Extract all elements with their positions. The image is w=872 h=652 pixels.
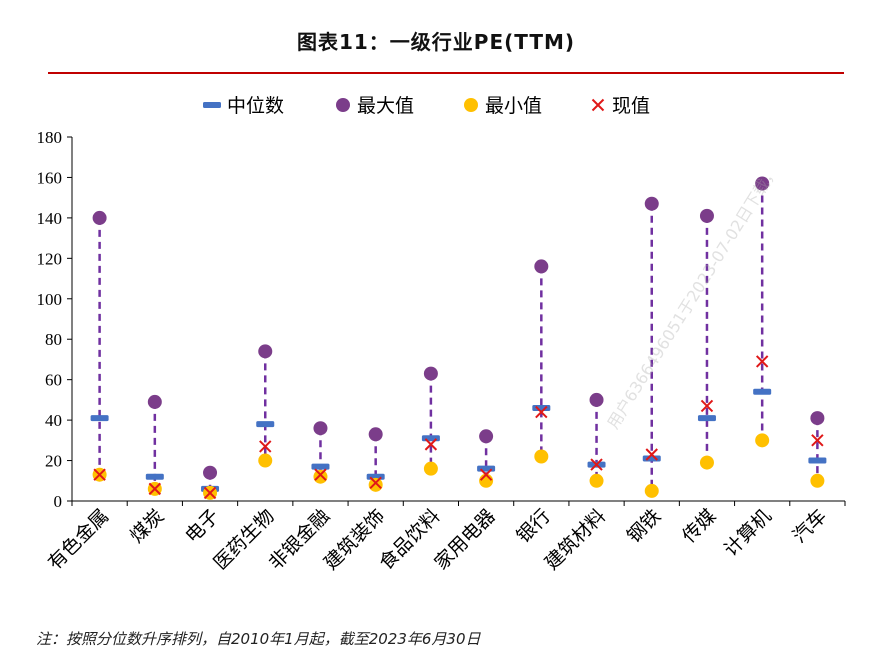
median-marker <box>90 415 109 422</box>
max-marker <box>479 429 494 444</box>
x-tick-label: 电子 <box>181 505 223 547</box>
median-marker <box>311 463 330 470</box>
current-marker <box>479 468 493 481</box>
current-marker <box>259 440 272 453</box>
current-marker <box>535 405 548 419</box>
legend-label: 最小值 <box>485 95 542 117</box>
max-marker <box>810 411 825 426</box>
title-divider <box>48 72 844 74</box>
median-marker <box>256 421 275 428</box>
max-marker <box>313 421 328 436</box>
y-tick-label: 20 <box>45 452 62 471</box>
max-marker <box>147 394 162 409</box>
max-marker <box>534 259 549 274</box>
max-marker <box>644 196 659 211</box>
min-marker <box>534 449 549 464</box>
max-marker <box>755 176 770 191</box>
min-marker <box>258 453 273 468</box>
median-marker <box>753 388 772 395</box>
max-marker <box>258 344 273 359</box>
min-marker <box>423 461 438 476</box>
current-marker <box>645 448 658 461</box>
y-tick-label: 140 <box>37 209 63 228</box>
max-marker <box>368 427 383 442</box>
legend-min-marker <box>464 98 478 112</box>
x-tick-label: 银行 <box>512 505 554 547</box>
x-tick-label: 非银金融 <box>265 505 334 574</box>
x-tick-label: 煤炭 <box>126 505 168 547</box>
x-tick-label: 建筑装饰 <box>320 505 389 574</box>
max-marker <box>423 366 438 381</box>
current-marker <box>369 476 382 490</box>
min-marker <box>313 469 328 484</box>
min-marker <box>810 473 825 488</box>
min-marker <box>699 455 714 470</box>
y-tick-label: 40 <box>45 411 62 430</box>
x-tick-label: 传媒 <box>678 505 720 547</box>
current-marker <box>424 438 438 451</box>
median-marker <box>145 473 164 480</box>
y-tick-label: 60 <box>45 371 62 390</box>
y-tick-label: 100 <box>37 290 63 309</box>
current-marker <box>811 434 824 447</box>
max-marker <box>92 210 107 225</box>
median-marker <box>477 465 496 472</box>
current-marker <box>314 468 327 481</box>
legend-median-marker <box>203 102 221 108</box>
min-marker <box>755 433 770 448</box>
legend-label: 最大值 <box>357 95 414 117</box>
median-marker <box>808 457 827 464</box>
legend-max-marker <box>336 98 350 112</box>
max-marker <box>203 465 218 480</box>
current-marker <box>148 482 162 496</box>
legend-current-marker <box>591 98 605 112</box>
page-title: 图表11：一级行业PE(TTM) <box>296 30 576 54</box>
x-tick-label: 有色金属 <box>44 505 113 574</box>
x-tick-label: 家用电器 <box>430 505 499 574</box>
x-tick-label: 建筑材料 <box>541 505 610 574</box>
legend-label: 现值 <box>612 95 650 117</box>
min-marker <box>644 483 659 498</box>
chart-note: 注：按照分位数升序排列，自2010年1月起，截至2023年6月30日 <box>36 630 481 648</box>
current-marker <box>700 399 714 413</box>
y-tick-label: 80 <box>45 330 62 349</box>
y-tick-label: 120 <box>37 249 63 268</box>
current-marker <box>203 486 217 500</box>
y-tick-label: 180 <box>37 128 63 147</box>
median-marker <box>697 415 716 422</box>
max-marker <box>589 392 604 407</box>
y-tick-label: 0 <box>54 492 63 511</box>
max-marker <box>699 208 714 223</box>
current-marker <box>590 458 603 471</box>
current-marker <box>755 355 769 368</box>
median-marker <box>421 435 440 442</box>
y-tick-label: 160 <box>37 168 63 187</box>
median-marker <box>642 455 661 462</box>
x-tick-label: 汽车 <box>788 505 830 547</box>
min-marker <box>368 477 383 492</box>
min-marker <box>589 473 604 488</box>
legend-label: 中位数 <box>227 95 284 117</box>
current-marker <box>93 468 106 481</box>
x-tick-label: 钢铁 <box>623 505 665 547</box>
x-tick-label: 医药生物 <box>209 505 278 574</box>
x-tick-label: 食品饮料 <box>375 505 444 574</box>
x-tick-label: 计算机 <box>720 505 776 561</box>
median-marker <box>532 404 551 411</box>
